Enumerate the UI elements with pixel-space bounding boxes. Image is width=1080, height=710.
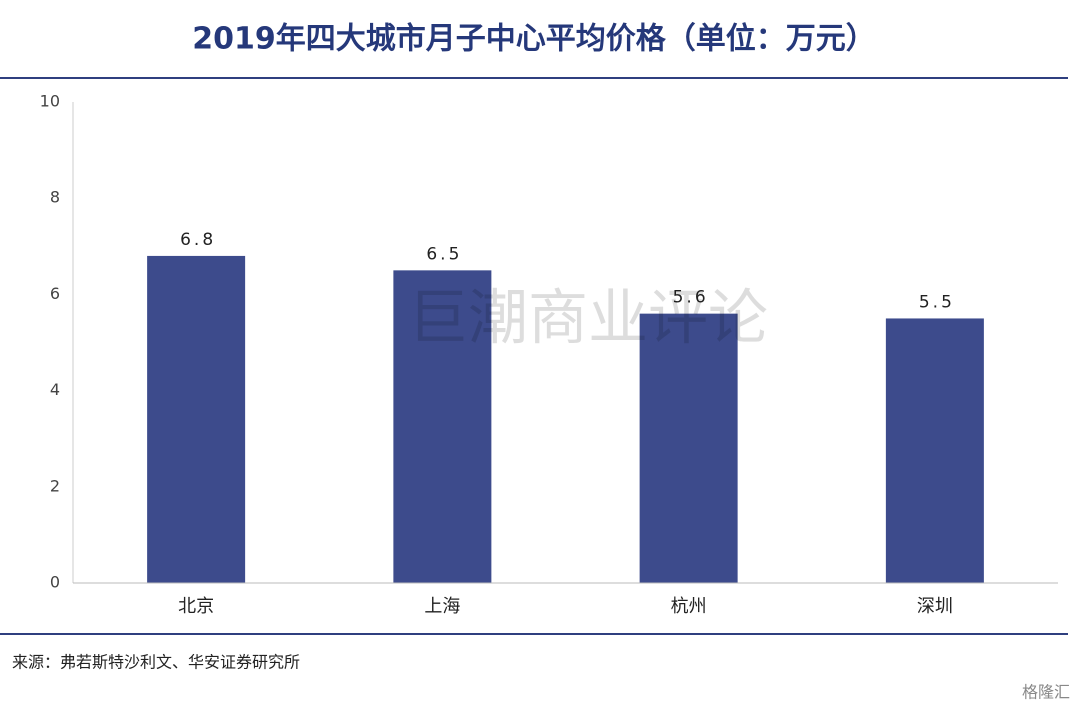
value-label: 5.5 (919, 292, 955, 312)
watermark: 巨潮商业评论 (408, 284, 768, 354)
y-tick-label: 2 (50, 476, 60, 495)
x-tick-label: 深圳 (917, 596, 953, 617)
bar (147, 255, 246, 584)
x-tick-label: 杭州 (671, 596, 707, 617)
y-tick-label: 6 (50, 284, 60, 303)
x-tick-label: 北京 (178, 596, 214, 617)
value-label: 6.8 (180, 230, 216, 250)
y-tick-label: 10 (40, 92, 60, 111)
logo: 格隆汇 (1022, 683, 1070, 702)
bar (393, 270, 492, 583)
value-label: 5.6 (673, 288, 709, 308)
y-tick-label: 8 (50, 188, 60, 207)
x-tick-label: 上海 (424, 596, 460, 617)
bar (639, 313, 738, 583)
bar (885, 318, 984, 583)
y-tick-label: 4 (50, 380, 60, 399)
chart-title: 2019年四大城市月子中心平均价格（单位：万元） (192, 22, 876, 57)
source-note: 来源：弗若斯特沙利文、华安证券研究所 (12, 653, 300, 672)
value-label: 6.5 (426, 244, 462, 264)
y-tick-label: 0 (50, 573, 60, 592)
